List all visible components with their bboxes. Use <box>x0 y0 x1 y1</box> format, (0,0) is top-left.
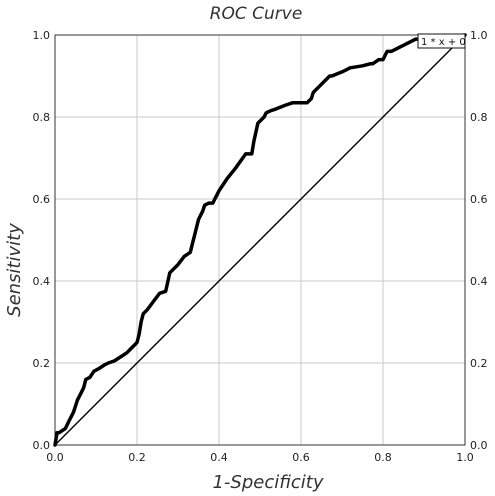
x-tick-label: 1.0 <box>456 451 474 464</box>
y-tick-label-left: 0.0 <box>33 439 51 452</box>
y-tick-label-right: 0.8 <box>470 111 488 124</box>
reference-line-annotation: 1 * x + 0 <box>417 33 466 49</box>
y-tick-label-right: 1.0 <box>470 29 488 42</box>
y-tick-label-left: 0.4 <box>33 275 51 288</box>
annotation-label: 1 * x + 0 <box>421 37 466 48</box>
y-tick-label-left: 1.0 <box>33 29 51 42</box>
reference-diagonal-line <box>54 34 466 446</box>
x-tick-label: 0.4 <box>210 451 228 464</box>
roc-curve-line <box>53 33 467 447</box>
y-tick-label-right: 0.6 <box>470 193 488 206</box>
plot-frame <box>54 34 466 446</box>
x-tick-label: 0.6 <box>292 451 310 464</box>
series-group <box>53 33 467 447</box>
x-tick-label: 0.2 <box>128 451 146 464</box>
y-tick-label-left: 0.8 <box>33 111 51 124</box>
y-tick-label-right: 0.4 <box>470 275 488 288</box>
y-tick-label-left: 0.2 <box>33 357 51 370</box>
x-tick-label: 0.8 <box>374 451 392 464</box>
chart-title: ROC Curve <box>210 4 303 24</box>
y-axis-title: Sensitivity <box>4 223 25 317</box>
annotation-box <box>417 33 466 49</box>
x-tick-label: 0.0 <box>46 451 64 464</box>
y-tick-label-right: 0.2 <box>470 357 488 370</box>
y-tick-label-right: 0.0 <box>470 439 488 452</box>
tick-labels: 0.0 0.2 0.4 0.6 0.8 1.00.0 0.00.2 0.20.4 0.40.6 0… <box>33 29 488 464</box>
y-tick-label-left: 0.6 <box>33 193 51 206</box>
x-axis-title: 1-Specificity <box>212 472 323 493</box>
